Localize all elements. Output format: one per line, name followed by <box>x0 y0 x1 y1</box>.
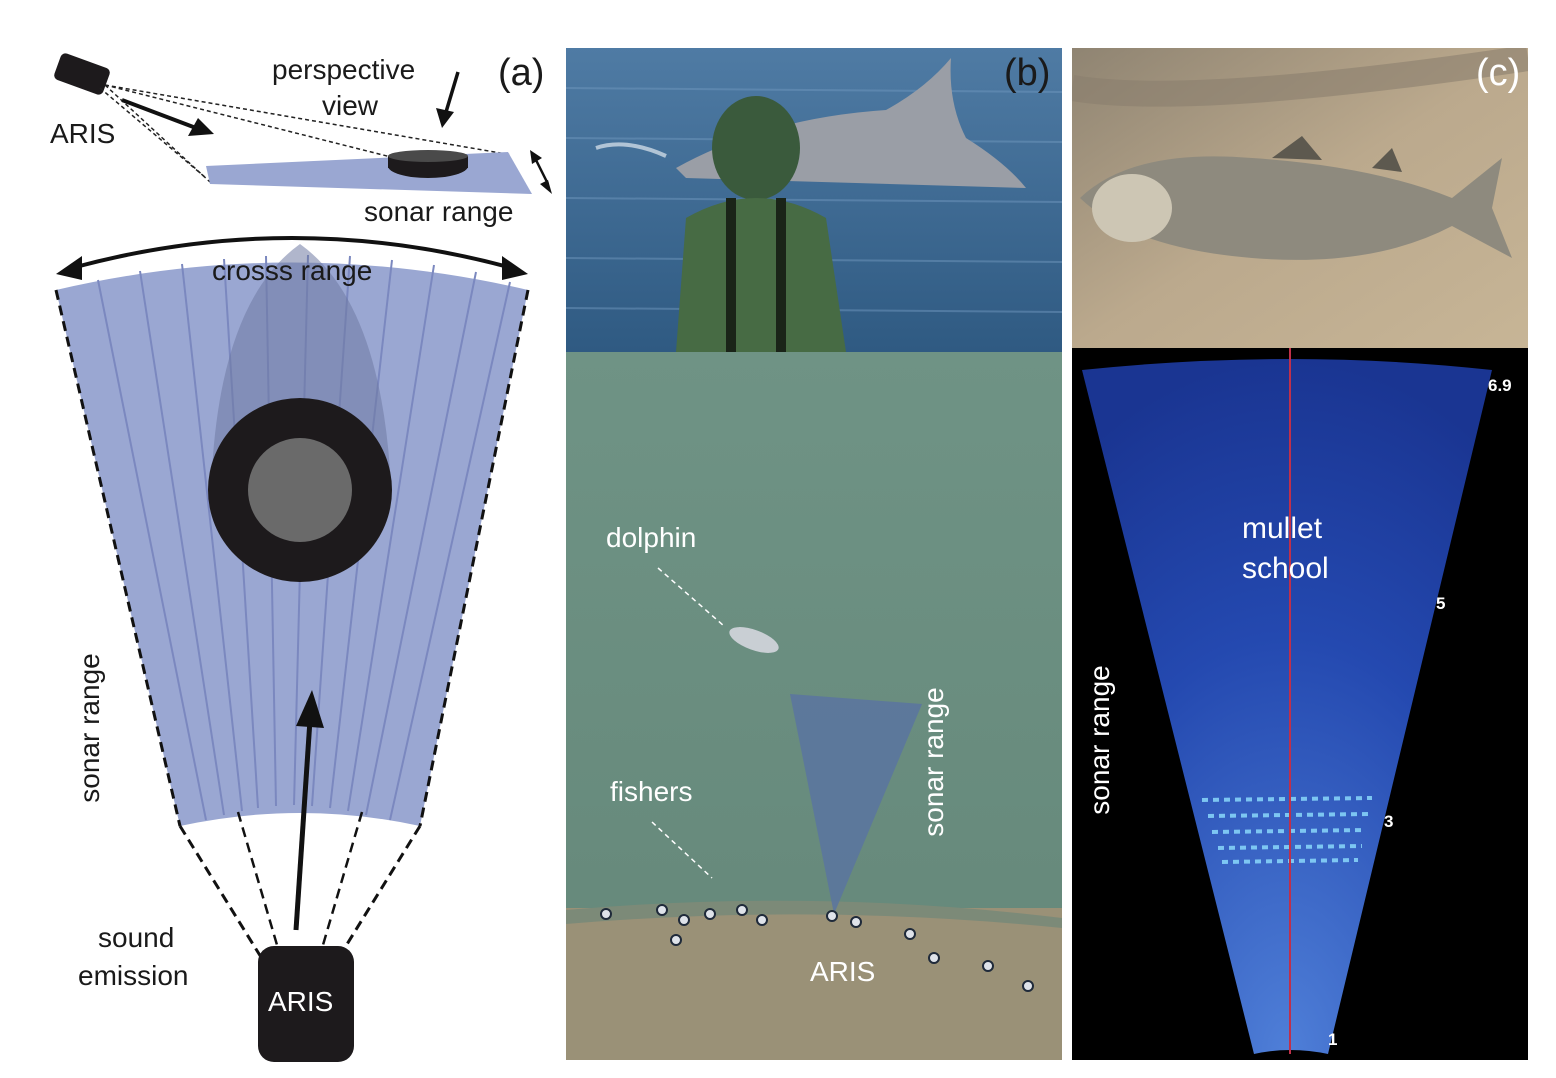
panel-a-tag: (a) <box>498 52 545 94</box>
perspective-view <box>54 53 552 194</box>
mullet-label-line2: school <box>1242 552 1329 585</box>
sonar-range-label-b: sonar range <box>918 687 949 837</box>
panel-c: (c) mullet school sonar range 6.9 5 3 1 <box>1072 48 1528 1060</box>
sonar-range-side-label: sonar range <box>74 653 105 803</box>
fishers-group <box>600 904 1034 992</box>
sound-emission-line2: emission <box>78 960 189 991</box>
panel-c-images <box>1072 48 1528 1060</box>
panel-b-tag: (b) <box>1004 52 1051 94</box>
fisher-hood <box>712 96 800 200</box>
scale-mark-3: 3 <box>1384 812 1394 831</box>
cross-range-label: crosss range <box>212 255 373 286</box>
scale-mark-6-9: 6.9 <box>1488 376 1512 395</box>
sonar-cone <box>790 694 922 914</box>
sonar-image <box>1072 348 1528 1060</box>
perspective-label-line2: view <box>322 90 379 121</box>
aris-top-label: ARIS <box>50 118 116 149</box>
panel-a: (a) ARIS perspective view sonar range cr… <box>0 0 560 1078</box>
perspective-beam-plane <box>206 152 532 194</box>
sonar-range-label-c: sonar range <box>1084 665 1115 815</box>
aris-small-device <box>54 53 110 95</box>
aris-label-b: ARIS <box>810 956 876 987</box>
panel-a-diagram <box>54 53 552 1062</box>
aris-box-label: ARIS <box>268 986 334 1017</box>
perspective-label-line1: perspective <box>272 54 416 85</box>
aerial-photo <box>566 352 1062 1060</box>
aris-device-box <box>258 946 354 1062</box>
sound-emission-line1: sound <box>98 922 175 953</box>
sonar-range-top-label: sonar range <box>364 196 514 227</box>
sonar-fan <box>1082 359 1492 1054</box>
panel-c-tag: (c) <box>1476 52 1521 94</box>
sonar-fan-beam <box>54 236 530 1062</box>
dolphin-aerial <box>729 627 779 653</box>
scale-mark-5: 5 <box>1436 594 1446 613</box>
mullet-fish-shape <box>1080 156 1512 260</box>
mullet-label-line1: mullet <box>1242 512 1323 545</box>
dolphin-photo <box>566 48 1062 352</box>
scale-mark-1: 1 <box>1328 1030 1338 1049</box>
fisher-body <box>676 198 846 352</box>
fishers-label: fishers <box>610 776 693 807</box>
dolphin-label: dolphin <box>606 522 697 553</box>
mullet-photo <box>1072 48 1528 348</box>
target-object-core <box>248 438 352 542</box>
panel-b: (b) dolphin fishers sonar range ARIS <box>566 48 1062 1060</box>
panel-b-images <box>566 48 1062 1060</box>
